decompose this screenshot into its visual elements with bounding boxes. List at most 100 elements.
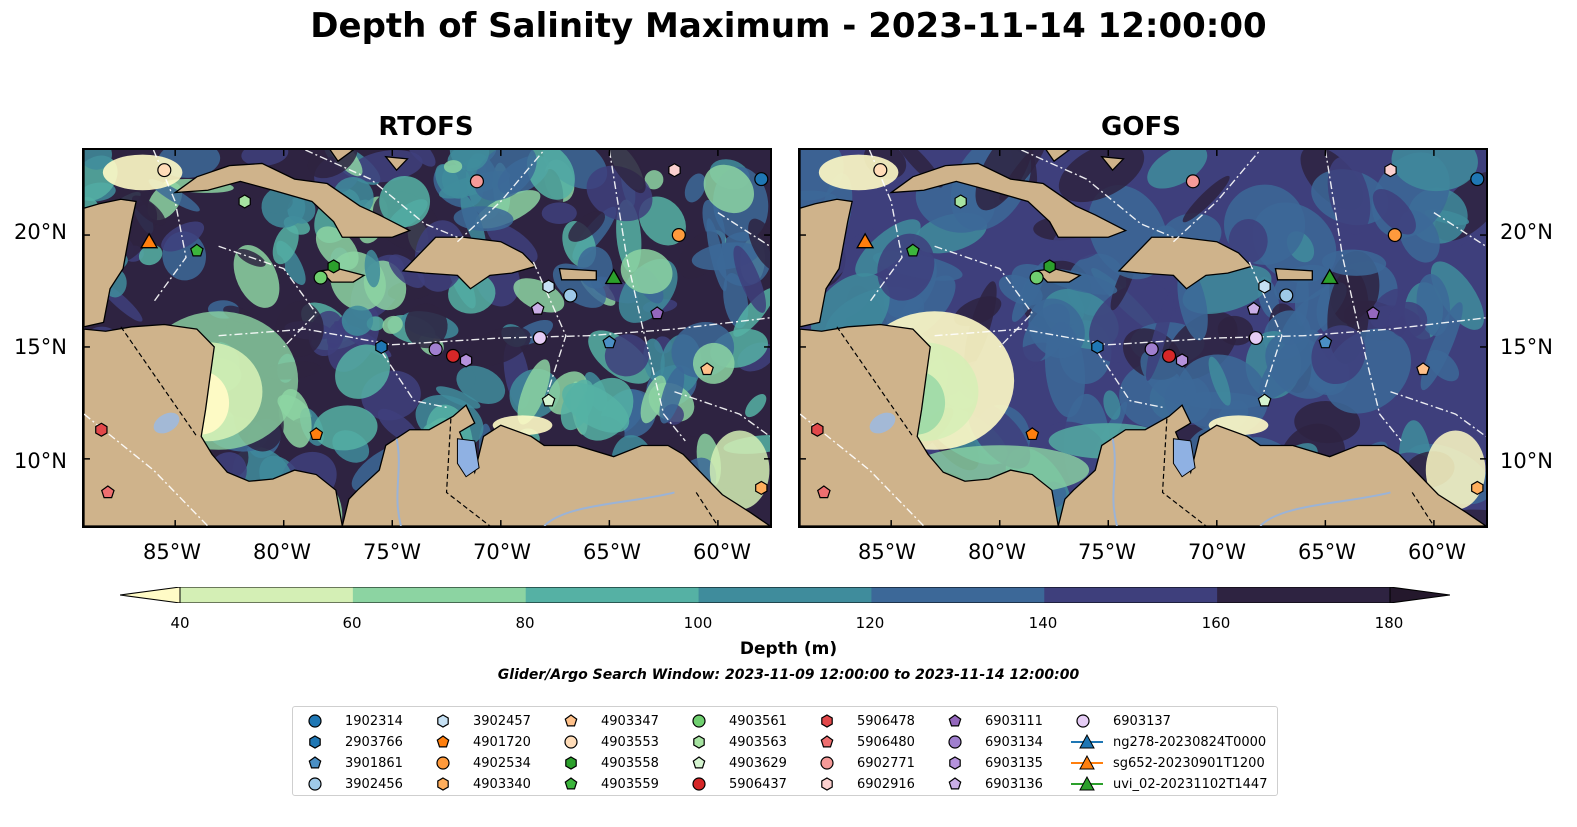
legend-label: 6903135 (985, 755, 1043, 771)
colorbar-label: Depth (m) (739, 639, 838, 659)
legend-item: 3902457 (431, 711, 531, 731)
panel-title-gofs: GOFS (1101, 112, 1181, 142)
landmass (172, 162, 412, 238)
legend-marker (436, 735, 450, 748)
legend-symbol (948, 735, 962, 749)
float-marker-6903137 (1248, 330, 1263, 346)
legend-marker (693, 735, 705, 749)
legend-label: 4903558 (601, 755, 659, 771)
legend-item: 5906437 (687, 774, 787, 794)
lon-label-70w: 70°W (473, 540, 531, 564)
legend-marker (948, 714, 962, 727)
legend-marker (692, 756, 706, 769)
landmass (329, 150, 355, 163)
colorbar-segment (1044, 587, 1218, 603)
legend-marker (1079, 754, 1095, 770)
float-marker-3901861 (602, 335, 617, 349)
cbar-tick-100: 100 (683, 614, 713, 632)
legend-symbol (308, 714, 322, 728)
lon-label-85w: 85°W (143, 540, 201, 564)
legend-symbol (693, 735, 705, 749)
landmass (384, 155, 409, 172)
float-marker-6903136 (1246, 301, 1261, 315)
lat-label-15n-right: 15°N (1500, 335, 1553, 359)
legend-item: 4903559 (559, 774, 659, 794)
legend-item: 3902456 (303, 774, 403, 794)
legend-item: 6903134 (943, 732, 1043, 752)
colorbar-segment (871, 587, 1045, 603)
float-marker-4903558 (327, 259, 340, 274)
legend-label: 4903559 (601, 776, 659, 792)
lon-label-85w-gofs: 85°W (858, 540, 916, 564)
legend-item: 5906480 (815, 732, 915, 752)
float-marker-4903629 (1257, 393, 1272, 407)
legend-label: 2903766 (345, 734, 403, 750)
colorbar-segment (180, 587, 354, 603)
frame-ticks (800, 150, 1486, 526)
legend-marker (692, 714, 706, 728)
lon-label-75w-gofs: 75°W (1078, 540, 1136, 564)
float-marker-2903766 (375, 339, 388, 355)
legend-marker (821, 714, 833, 728)
legend-label: 6903111 (985, 713, 1043, 729)
legend-item: 4902534 (431, 753, 531, 773)
legend-label: 4903553 (601, 734, 659, 750)
legend-symbol (308, 777, 322, 791)
legend-symbol (949, 756, 961, 770)
legend-item: 6903135 (943, 753, 1043, 773)
lon-label-70w-gofs: 70°W (1188, 540, 1246, 564)
float-marker-4903559 (190, 243, 204, 257)
lake-maracaibo (1172, 438, 1196, 478)
float-marker-1902314 (754, 172, 769, 187)
legend-marker (309, 735, 321, 749)
legend-item: 5906478 (815, 711, 915, 731)
rivers (395, 438, 675, 526)
legend-label: 1902314 (345, 713, 403, 729)
legend-label: 4903563 (729, 734, 787, 750)
legend-symbol (308, 756, 322, 769)
legend-item: 4903561 (687, 711, 787, 731)
legend-marker (564, 735, 578, 749)
platform-markers (811, 163, 1485, 499)
legend-item: 4903340 (431, 774, 531, 794)
float-marker-6903136 (530, 301, 545, 315)
landmass (84, 323, 343, 526)
colorbar-segment (525, 587, 700, 603)
legend-item: 4903629 (687, 753, 787, 773)
float-marker-6903137 (532, 330, 547, 346)
float-marker-4903553 (157, 163, 172, 178)
float-marker-4903340 (755, 480, 768, 496)
float-marker-6903111 (1366, 306, 1380, 320)
float-marker-4903347 (700, 362, 714, 376)
legend-marker (564, 714, 578, 727)
legend-symbol (565, 756, 577, 770)
cbar-tick-160: 160 (1201, 614, 1231, 632)
glider-marker-sg652-20230901T1200 (140, 232, 159, 249)
platform-legend: 1902314 2903766 3901861 3902456 3902457 49017… (292, 706, 1278, 796)
legend-marker (308, 756, 322, 769)
borders (120, 326, 719, 526)
legend-symbol (564, 777, 578, 790)
legend-label: 5906437 (729, 776, 787, 792)
float-marker-6903135 (459, 353, 473, 368)
legend-marker (820, 756, 834, 770)
legend-label: 3902456 (345, 776, 403, 792)
lat-label-20n-left: 20°N (14, 220, 67, 244)
legend-item: 6902771 (815, 753, 915, 773)
float-marker-4902534 (1387, 228, 1402, 243)
legend-label: 4903629 (729, 755, 787, 771)
legend-marker (564, 777, 578, 790)
borders (836, 326, 1435, 526)
legend-symbol (821, 777, 833, 791)
legend-item: 4903347 (559, 711, 659, 731)
rtofs-map (82, 148, 772, 528)
float-marker-4903563 (238, 194, 251, 209)
lake-nicaragua (153, 412, 180, 434)
lon-label-80w-gofs: 80°W (968, 540, 1026, 564)
landmass (888, 162, 1128, 238)
legend-symbol (692, 777, 706, 791)
float-marker-4902534 (671, 228, 686, 243)
lon-label-80w: 80°W (253, 540, 311, 564)
legend-item: 6902916 (815, 774, 915, 794)
lake-maracaibo (456, 438, 480, 478)
